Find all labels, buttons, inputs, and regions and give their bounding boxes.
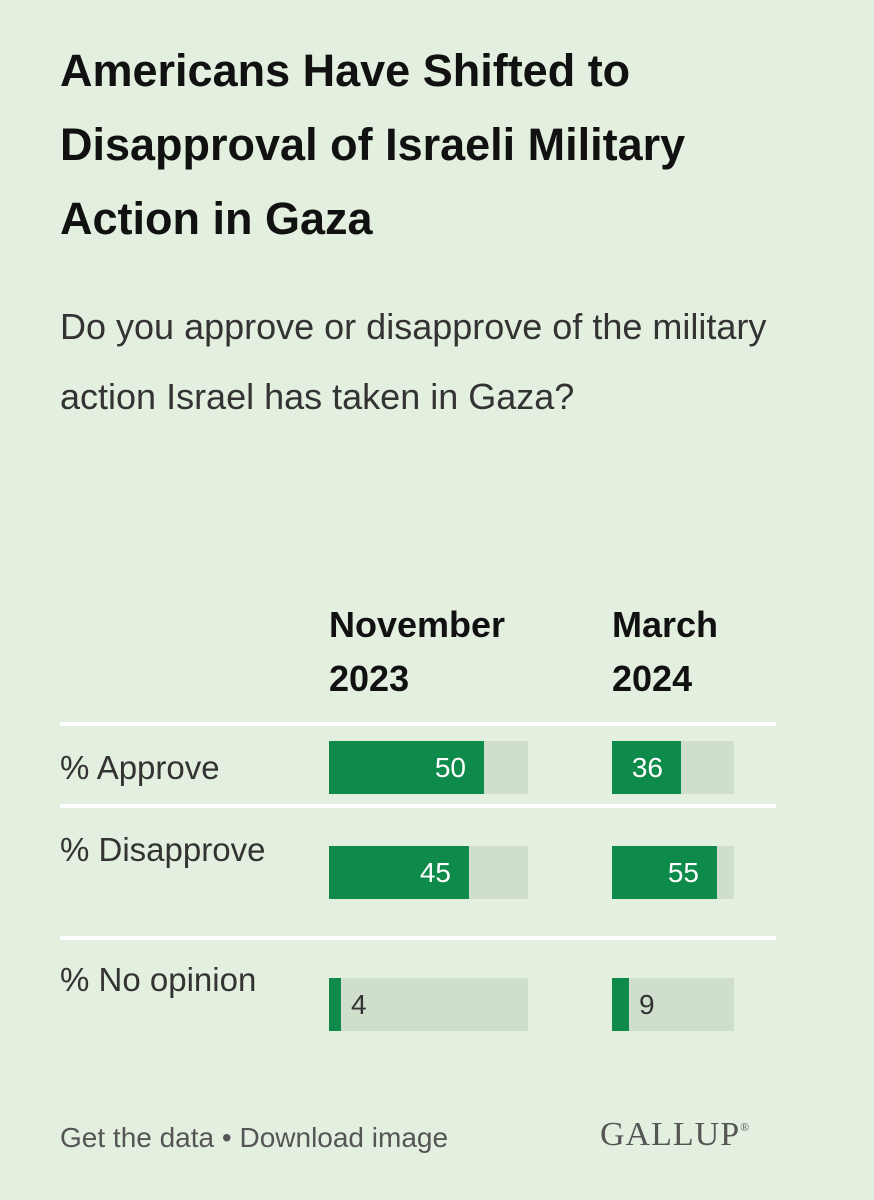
row-label: % Approve [60, 749, 220, 786]
bar [612, 741, 681, 794]
row-divider [60, 804, 776, 808]
bar [612, 978, 629, 1031]
row-label: % No opinion [60, 961, 257, 998]
bar-track: 50 [329, 741, 528, 794]
bar [329, 978, 341, 1031]
row-label: % Disapprove [60, 831, 266, 868]
column-header: March 2024 [612, 604, 719, 699]
bar-value-label: 55 [667, 857, 699, 888]
bar [329, 846, 469, 899]
column-header: November 2023 [329, 604, 506, 699]
chart-subtitle: Do you approve or disapprove of the mili… [60, 306, 767, 417]
bar-value-label: 9 [639, 989, 655, 1020]
bar-value-label: 36 [631, 752, 663, 783]
chart-title: Americans Have Shifted to Disapproval of… [60, 45, 686, 244]
download-image-link[interactable]: Download image [239, 1122, 449, 1153]
bar-track: 55 [612, 846, 734, 899]
bar-value-label: 50 [434, 752, 466, 783]
gallup-logo-text: GALLUP [600, 1116, 741, 1153]
get-data-link[interactable]: Get the data [60, 1122, 215, 1153]
footer-links: Get the data • Download image [60, 1122, 448, 1154]
row-divider [60, 722, 776, 726]
footer-separator: • [221, 1122, 232, 1153]
bar-track: 45 [329, 846, 528, 899]
bar-track: 4 [329, 978, 528, 1031]
bar [612, 846, 717, 899]
row-divider [60, 936, 776, 940]
bar-track: 36 [612, 741, 734, 794]
bar-value-label: 45 [419, 857, 451, 888]
bar-value-label: 4 [351, 989, 367, 1020]
bar-track: 9 [612, 978, 734, 1031]
gallup-logo: GALLUP® [600, 1116, 751, 1153]
bar [329, 741, 484, 794]
